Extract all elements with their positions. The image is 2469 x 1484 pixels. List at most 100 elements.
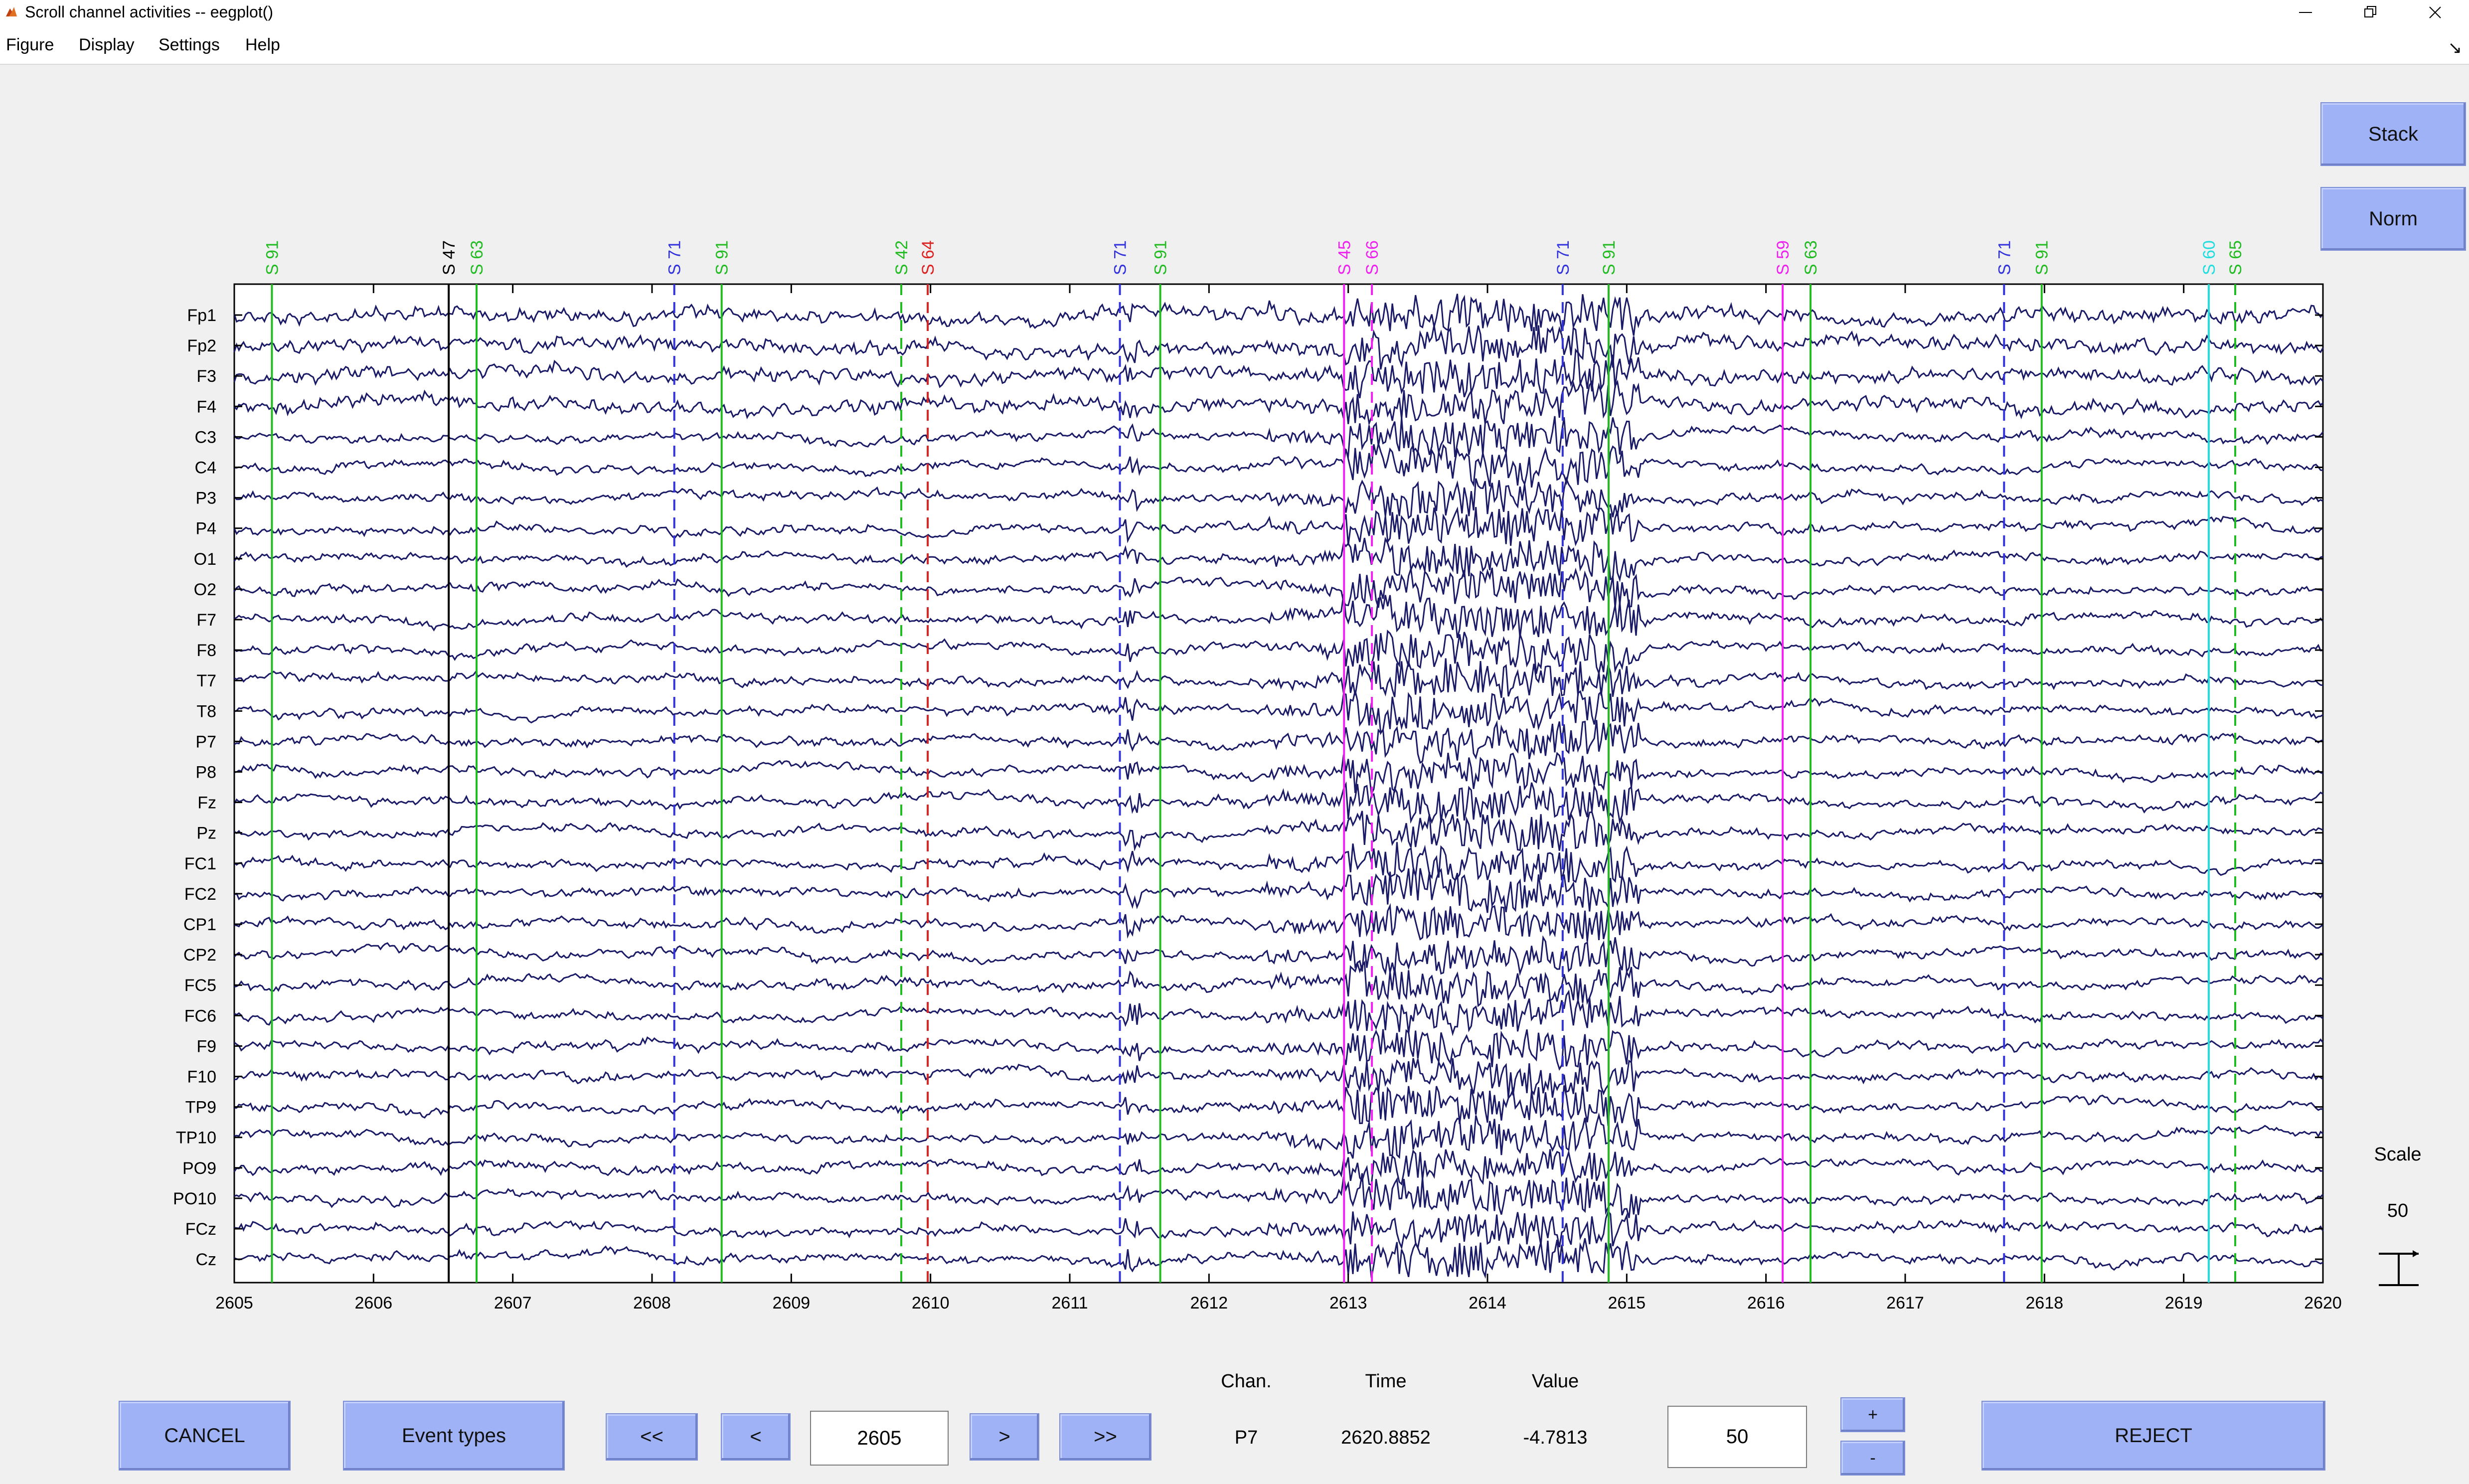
eeg-trace-fc5 — [234, 960, 2323, 1007]
channel-label: Fp1 — [187, 306, 216, 325]
restore-icon — [2364, 6, 2376, 17]
scale-value: 50 — [2387, 1200, 2409, 1221]
event-label: S 63 — [468, 240, 487, 275]
channel-label: Fp2 — [187, 336, 216, 355]
decrease-scale-button[interactable]: - — [1840, 1441, 1905, 1476]
event-label: S 63 — [1802, 240, 1820, 275]
cancel-button[interactable]: CANCEL — [119, 1401, 291, 1471]
event-label: S 60 — [2200, 240, 2219, 275]
position-input[interactable]: 2605 — [810, 1411, 949, 1466]
eeg-trace-tp10 — [234, 1112, 2323, 1159]
event-label: S 71 — [1111, 240, 1130, 275]
title-bar: Scroll channel activities -- eegplot() — [0, 0, 2469, 25]
channel-label: FC5 — [184, 976, 216, 995]
window-title: Scroll channel activities -- eegplot() — [25, 3, 273, 21]
scale-bar — [2379, 1250, 2419, 1286]
event-label: S 91 — [713, 240, 732, 275]
eeg-trace-c3 — [233, 416, 2324, 459]
reject-button[interactable]: REJECT — [1981, 1401, 2325, 1471]
x-tick-label: 2616 — [1747, 1294, 1785, 1313]
channel-label: PO9 — [182, 1159, 216, 1178]
eeg-trace-cp1 — [234, 903, 2323, 942]
eeg-trace-fc2 — [234, 868, 2324, 913]
eeg-trace-pz — [234, 811, 2323, 851]
x-axis-ticks: 2605 2606 2607 2608 2609 2610 2611 2612 2613 2614… — [215, 284, 2342, 1313]
menu-settings[interactable]: Settings — [159, 35, 220, 54]
minimize-button[interactable] — [2278, 0, 2333, 25]
eeg-trace-fp1 — [233, 294, 2324, 336]
stack-button[interactable]: Stack — [2320, 102, 2466, 166]
event-label: S 45 — [1335, 240, 1354, 275]
eeg-trace-o1 — [233, 536, 2323, 583]
eeg-trace-po10 — [234, 1173, 2324, 1218]
eeg-trace-po9 — [233, 1149, 2323, 1186]
minimize-icon — [2299, 12, 2312, 13]
channel-label: T7 — [196, 671, 216, 690]
eeg-plot[interactable]: S 91 S 47 S 63 S 71 S 91 S 42 S 64 S 71 S 91 S 45… — [0, 65, 2469, 1484]
time-readout: 2620.8852 — [1341, 1427, 1431, 1448]
channel-label: FC6 — [184, 1006, 216, 1025]
eeg-trace-cz — [234, 1238, 2323, 1279]
channel-label: FC1 — [184, 854, 216, 873]
x-tick-label: 2612 — [1190, 1294, 1228, 1313]
spacing-input[interactable]: 50 — [1667, 1406, 1807, 1468]
eeg-traces — [233, 294, 2324, 1279]
channel-label: F7 — [196, 611, 216, 630]
eeg-trace-cp2 — [233, 935, 2323, 977]
x-tick-label: 2613 — [1329, 1294, 1367, 1313]
x-tick-label: 2614 — [1469, 1294, 1506, 1313]
menu-help[interactable]: Help — [245, 35, 280, 54]
eeg-trace-tp9 — [234, 1085, 2323, 1127]
menu-figure[interactable]: Figure — [6, 35, 54, 54]
eeg-trace-p7 — [234, 720, 2323, 764]
event-label: S 91 — [1152, 240, 1170, 275]
event-types-button[interactable]: Event types — [343, 1401, 565, 1471]
event-label: S 59 — [1774, 240, 1793, 275]
x-tick-label: 2610 — [912, 1294, 950, 1313]
channel-label: FCz — [185, 1220, 216, 1239]
channel-labels: Fp1 Fp2 F3 F4 C3 C4 P3 P4 O1 O2 F7 F8 T7 T8 P7 P8 Fz Pz FC… — [173, 306, 2323, 1269]
eeg-trace-f8 — [234, 629, 2323, 676]
first-page-button[interactable]: << — [606, 1413, 698, 1461]
menu-bar: Figure Display Settings Help ↘ — [0, 25, 2469, 65]
close-button[interactable] — [2408, 0, 2463, 25]
channel-label: O1 — [194, 550, 216, 569]
eeg-trace-p3 — [233, 476, 2323, 519]
eeg-trace-fp2 — [233, 325, 2324, 370]
event-label: S 65 — [2226, 240, 2245, 275]
event-label: S 47 — [440, 240, 459, 275]
eeg-trace-c4 — [234, 443, 2323, 488]
eeg-trace-p4 — [233, 506, 2323, 547]
event-label: S 66 — [1363, 240, 1382, 275]
eeg-trace-f10 — [234, 1058, 2323, 1098]
increase-scale-button[interactable]: + — [1840, 1397, 1905, 1432]
chan-readout: P7 — [1234, 1427, 1258, 1448]
restore-button[interactable] — [2343, 0, 2398, 25]
channel-label: P4 — [195, 519, 216, 538]
event-label: S 71 — [1995, 240, 2014, 275]
channel-label: F10 — [187, 1068, 216, 1087]
eeg-trace-fz — [233, 781, 2323, 825]
channel-label: Cz — [195, 1250, 216, 1269]
x-tick-label: 2606 — [355, 1294, 393, 1313]
previous-page-button[interactable]: < — [721, 1413, 791, 1461]
plot-area[interactable] — [233, 283, 2324, 1284]
channel-label: FC2 — [184, 885, 216, 904]
eeg-trace-f9 — [234, 1029, 2324, 1071]
norm-button[interactable]: Norm — [2320, 187, 2466, 251]
event-label: S 91 — [2033, 240, 2052, 275]
channel-label: T8 — [196, 702, 216, 721]
x-tick-label: 2617 — [1886, 1294, 1924, 1313]
event-label: S 71 — [1554, 240, 1573, 275]
menu-display[interactable]: Display — [79, 35, 135, 54]
value-label: Value — [1531, 1371, 1579, 1392]
channel-label: Pz — [196, 824, 216, 843]
x-tick-label: 2618 — [2026, 1294, 2064, 1313]
dock-arrow-icon[interactable]: ↘ — [2448, 38, 2463, 57]
last-page-button[interactable]: >> — [1059, 1413, 1152, 1461]
next-page-button[interactable]: > — [970, 1413, 1039, 1461]
matlab-icon — [6, 7, 17, 16]
event-label: S 42 — [892, 240, 911, 275]
channel-label: P3 — [195, 489, 216, 508]
eeg-trace-t7 — [234, 658, 2323, 698]
